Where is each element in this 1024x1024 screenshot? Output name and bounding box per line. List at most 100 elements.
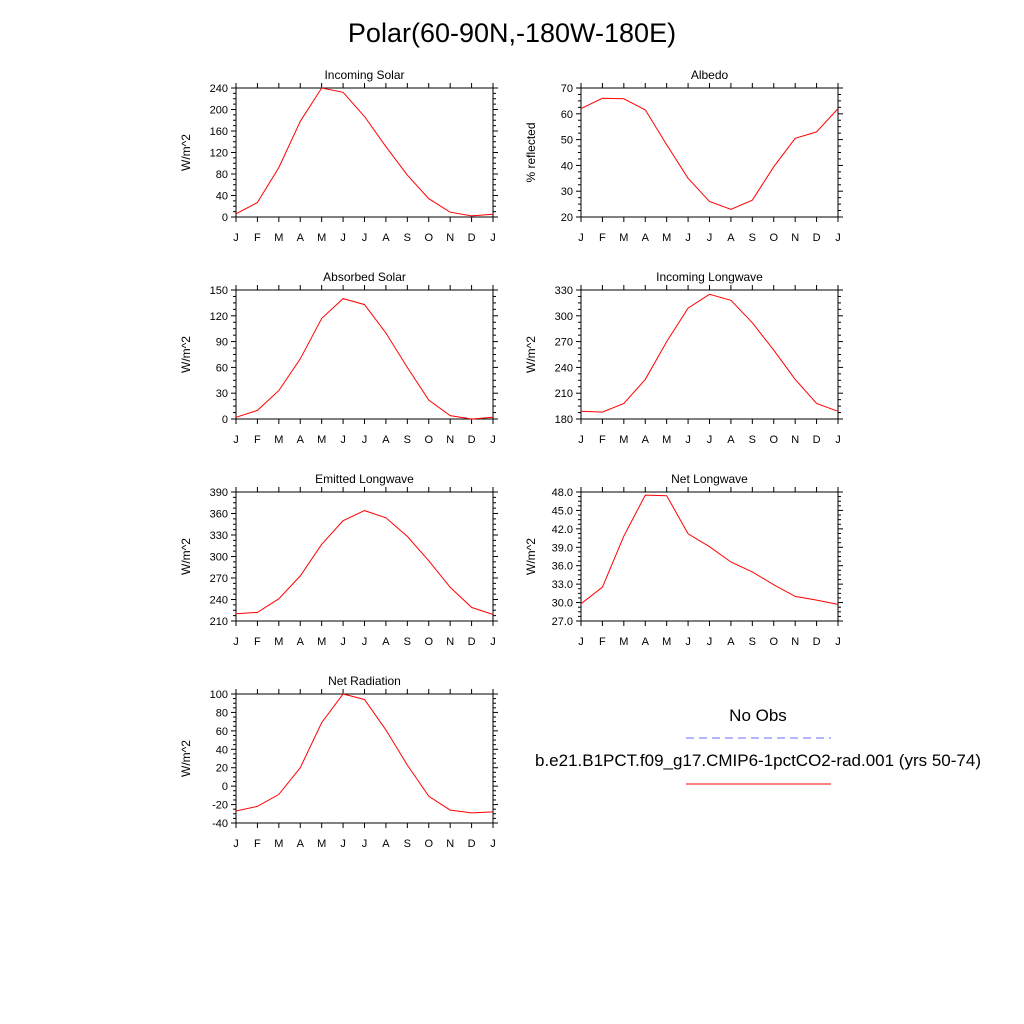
x-tick-label: J	[340, 838, 346, 850]
panel-title: Absorbed Solar	[323, 270, 406, 284]
x-tick-label: N	[791, 232, 799, 244]
y-tick-label: 300	[555, 311, 573, 323]
figure-title: Polar(60-90N,-180W-180E)	[347, 18, 677, 48]
x-tick-label: J	[835, 636, 841, 648]
y-axis-label: W/m^2	[179, 740, 193, 777]
x-tick-label: A	[642, 636, 650, 648]
panel-title: Emitted Longwave	[315, 472, 414, 486]
x-tick-label: M	[662, 232, 671, 244]
x-tick-label: J	[707, 232, 713, 244]
x-tick-label: J	[362, 434, 368, 446]
x-tick-label: M	[317, 232, 326, 244]
y-tick-label: 300	[210, 552, 228, 564]
x-tick-label: J	[490, 636, 496, 648]
x-tick-label: D	[468, 838, 476, 850]
x-tick-label: N	[446, 636, 454, 648]
panel-emitted-longwave: J F M A M J J A S O N D J210240270300330360390Emitte…	[179, 472, 498, 648]
x-tick-label: F	[599, 232, 606, 244]
y-tick-label: 30	[561, 186, 573, 198]
y-tick-label: 180	[555, 414, 573, 426]
x-tick-label: J	[233, 434, 239, 446]
x-tick-label: F	[254, 434, 261, 446]
y-tick-label: 48.0	[552, 487, 573, 499]
y-tick-label: 330	[210, 530, 228, 542]
x-tick-label: M	[317, 838, 326, 850]
x-tick-label: M	[274, 636, 283, 648]
x-tick-label: M	[274, 838, 283, 850]
x-tick-label: F	[599, 434, 606, 446]
y-tick-label: -40	[212, 818, 228, 830]
y-tick-label: 39.0	[552, 542, 573, 554]
x-tick-label: J	[340, 434, 346, 446]
x-tick-label: D	[813, 636, 821, 648]
x-tick-label: M	[619, 636, 628, 648]
x-tick-label: F	[254, 232, 261, 244]
x-tick-label: J	[685, 232, 691, 244]
x-tick-label: S	[749, 434, 756, 446]
x-tick-label: M	[274, 232, 283, 244]
x-tick-label: A	[297, 636, 305, 648]
y-tick-label: 33.0	[552, 579, 573, 591]
x-tick-label: M	[274, 434, 283, 446]
y-tick-label: 150	[210, 285, 228, 297]
x-tick-label: J	[835, 434, 841, 446]
y-tick-label: 270	[555, 337, 573, 349]
series-line	[235, 693, 494, 814]
y-tick-label: 30	[216, 388, 228, 400]
x-tick-label: J	[707, 434, 713, 446]
y-tick-label: 270	[210, 573, 228, 585]
x-tick-label: J	[707, 636, 713, 648]
x-tick-label: A	[297, 838, 305, 850]
x-tick-label: O	[424, 434, 433, 446]
y-tick-label: 390	[210, 487, 228, 499]
y-axis-label: W/m^2	[524, 336, 538, 373]
series-line	[235, 298, 494, 420]
y-tick-label: 90	[216, 337, 228, 349]
y-tick-label: 360	[210, 509, 228, 521]
x-tick-label: S	[404, 434, 411, 446]
y-axis-label: W/m^2	[524, 538, 538, 575]
x-tick-label: A	[727, 434, 735, 446]
series-line	[235, 510, 494, 615]
x-tick-label: N	[791, 434, 799, 446]
y-tick-label: 60	[216, 362, 228, 374]
y-tick-label: 27.0	[552, 616, 573, 628]
x-tick-label: A	[642, 434, 650, 446]
plot-frame	[580, 87, 839, 218]
y-tick-label: 240	[555, 362, 573, 374]
y-tick-label: 200	[210, 105, 228, 117]
y-tick-label: 80	[216, 169, 228, 181]
y-tick-label: 240	[210, 83, 228, 95]
x-tick-label: D	[468, 232, 476, 244]
x-tick-label: S	[404, 838, 411, 850]
plot-frame	[235, 289, 494, 420]
x-tick-label: O	[769, 636, 778, 648]
x-tick-label: M	[619, 434, 628, 446]
y-tick-label: 40	[216, 744, 228, 756]
x-tick-label: M	[619, 232, 628, 244]
x-tick-label: J	[340, 636, 346, 648]
y-tick-label: 60	[561, 109, 573, 121]
x-tick-label: A	[727, 232, 735, 244]
x-tick-label: M	[662, 636, 671, 648]
y-tick-label: 240	[210, 595, 228, 607]
x-tick-label: S	[404, 232, 411, 244]
y-tick-label: 0	[222, 781, 228, 793]
x-tick-label: O	[424, 232, 433, 244]
x-tick-label: J	[578, 636, 584, 648]
x-tick-label: J	[490, 838, 496, 850]
x-tick-label: N	[446, 232, 454, 244]
y-tick-label: 330	[555, 285, 573, 297]
x-tick-label: A	[382, 838, 390, 850]
y-axis-label: W/m^2	[179, 336, 193, 373]
x-tick-label: S	[404, 636, 411, 648]
x-tick-label: J	[578, 232, 584, 244]
x-tick-label: F	[254, 636, 261, 648]
panel-title: Net Radiation	[328, 674, 401, 688]
y-tick-label: 100	[210, 689, 228, 701]
y-tick-label: 210	[210, 616, 228, 628]
x-tick-label: O	[769, 232, 778, 244]
x-tick-label: J	[233, 636, 239, 648]
